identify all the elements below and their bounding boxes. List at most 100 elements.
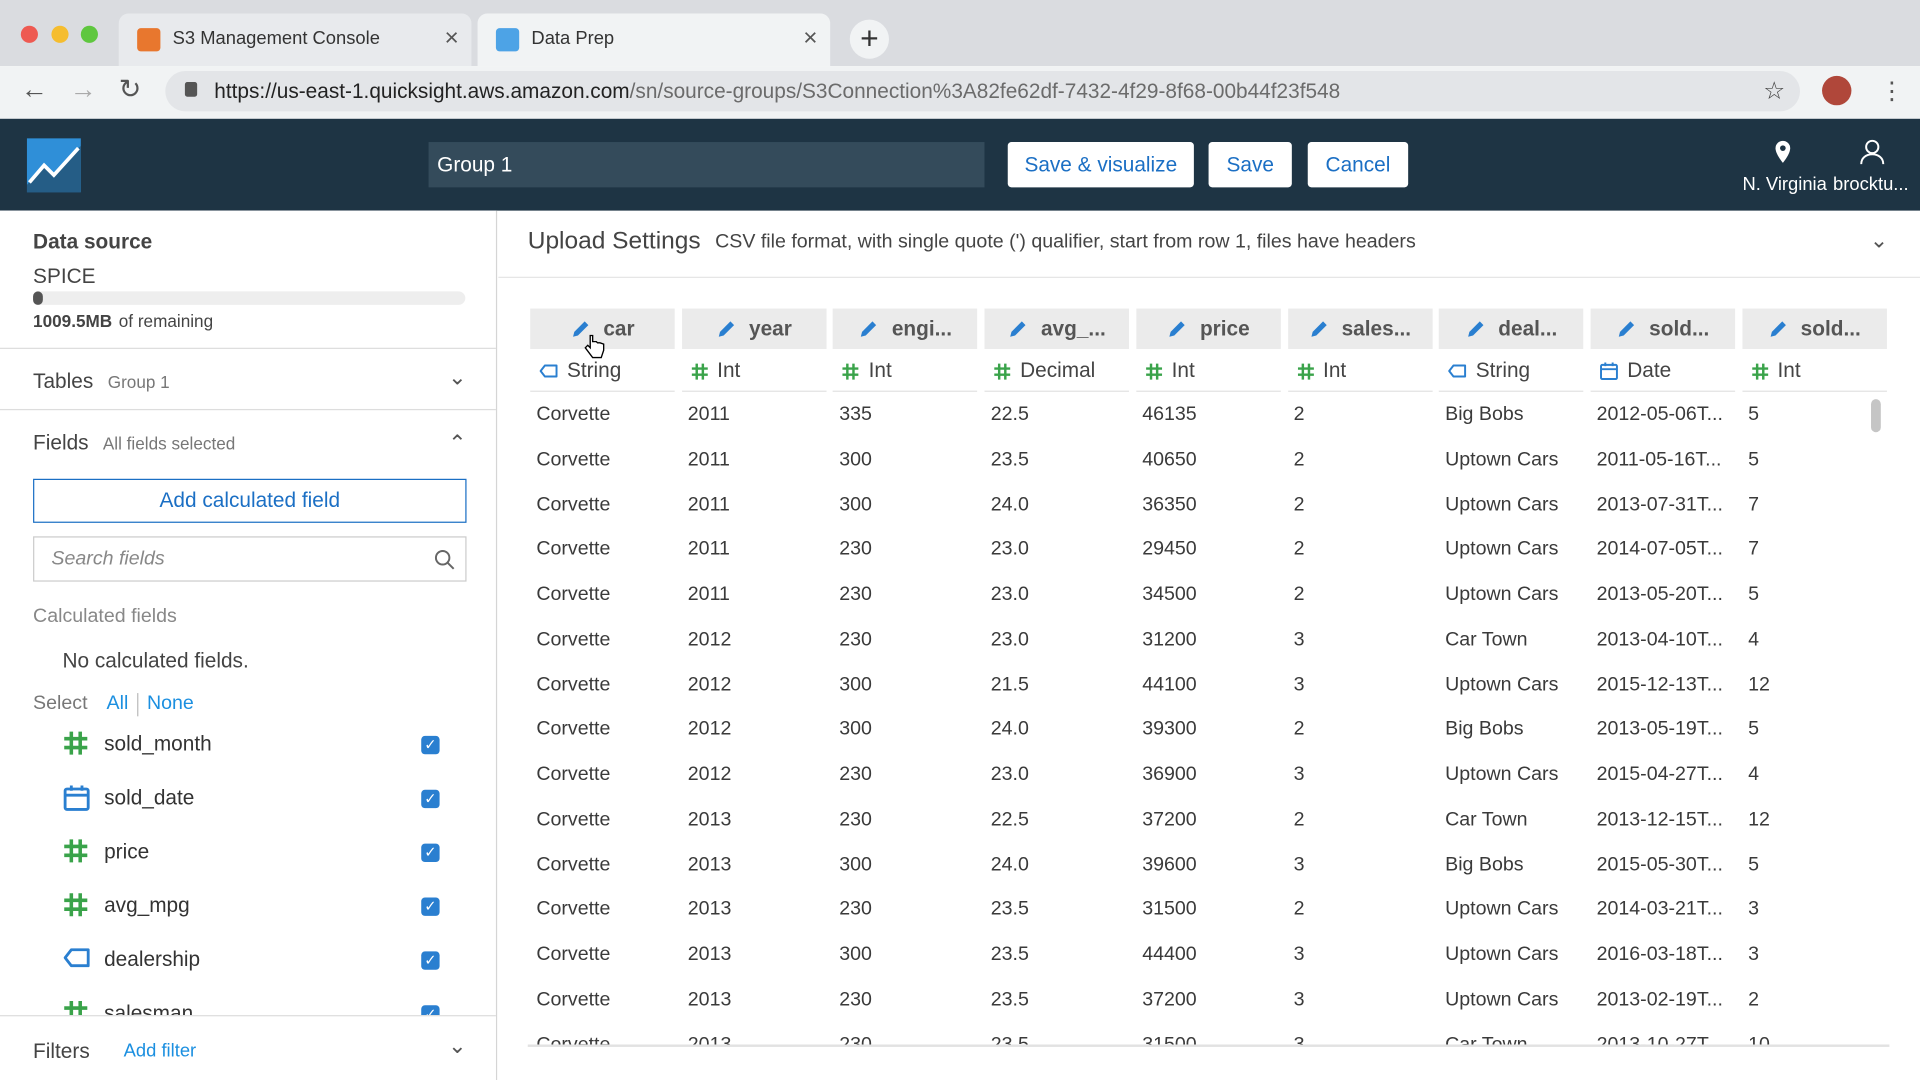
table-cell: Corvette xyxy=(536,854,611,875)
window-button[interactable] xyxy=(50,25,68,43)
table-cell: 2013 xyxy=(687,944,732,965)
edit-icon[interactable] xyxy=(1465,318,1486,339)
column-header[interactable]: sold... xyxy=(1741,308,1887,349)
edit-icon[interactable] xyxy=(1616,318,1637,339)
column-type[interactable]: Date xyxy=(1590,351,1735,392)
edit-icon[interactable] xyxy=(716,318,737,339)
table-cell: 40650 xyxy=(1142,449,1197,470)
edit-icon[interactable] xyxy=(859,318,880,339)
select-all-link[interactable]: All xyxy=(106,693,129,714)
app-logo[interactable] xyxy=(26,138,81,193)
column-header[interactable]: deal... xyxy=(1439,308,1584,349)
browser-tab[interactable]: S3 Management Console × xyxy=(118,13,472,67)
select-none-link[interactable]: None xyxy=(146,693,194,714)
user-icon[interactable] xyxy=(1859,138,1886,171)
table-cell: 230 xyxy=(839,539,872,560)
header-button[interactable]: Save & visualize xyxy=(1007,142,1194,188)
table-cell: 2016-03-18T... xyxy=(1596,944,1723,965)
table-cell: 3 xyxy=(1293,674,1305,695)
nav-button[interactable]: → xyxy=(69,73,97,105)
profile-avatar[interactable] xyxy=(1822,75,1852,106)
table-cell: 5 xyxy=(1748,404,1759,425)
add-calculated-field-button[interactable]: Add calculated field xyxy=(33,478,467,523)
address-bar[interactable]: https://us-east-1.quicksight.aws.amazon.… xyxy=(165,71,1801,112)
field-checkbox[interactable]: ✓ xyxy=(421,897,440,916)
column-header[interactable]: engi... xyxy=(833,308,978,349)
add-filter-link[interactable]: Add filter xyxy=(123,1040,197,1062)
column-type[interactable]: Int xyxy=(681,351,827,392)
table-cell: 3 xyxy=(1748,944,1759,965)
type-name: Int xyxy=(1171,358,1195,383)
vertical-scrollbar[interactable] xyxy=(1871,399,1881,433)
data-table: car String year Int engi... Int avg_... Decimal… xyxy=(528,306,1890,1046)
search-fields-input[interactable]: Search fields xyxy=(33,536,467,582)
table-cell: Uptown Cars xyxy=(1445,449,1559,470)
browser-tab[interactable]: Data Prep × xyxy=(477,13,831,67)
edit-icon[interactable] xyxy=(570,318,591,339)
edit-icon[interactable] xyxy=(1008,318,1029,339)
header-button[interactable]: Save xyxy=(1208,142,1292,188)
field-name[interactable]: sold_date xyxy=(104,786,195,810)
column-header[interactable]: car xyxy=(530,308,675,349)
new-tab-button[interactable]: + xyxy=(849,19,889,59)
tab-close[interactable]: × xyxy=(444,24,459,52)
field-name[interactable]: price xyxy=(104,840,150,864)
edit-icon[interactable] xyxy=(1768,318,1789,339)
region-label[interactable]: N. Virginia xyxy=(1742,173,1827,195)
column-type[interactable]: Int xyxy=(1136,351,1281,392)
collapse-chevron[interactable]: ⌃ xyxy=(448,431,467,456)
field-checkbox[interactable]: ✓ xyxy=(421,735,440,755)
table-cell: 5 xyxy=(1748,854,1759,875)
divider xyxy=(0,408,496,411)
type-name: Int xyxy=(1777,358,1801,383)
column-type[interactable]: Int xyxy=(833,351,978,392)
column-header[interactable]: sales... xyxy=(1287,308,1433,349)
column-type[interactable]: Int xyxy=(1741,351,1887,392)
nav-button[interactable]: ↻ xyxy=(118,73,142,105)
column-header[interactable]: year xyxy=(681,308,827,349)
pencil-icon xyxy=(718,321,734,337)
field-checkbox[interactable]: ✓ xyxy=(421,789,440,809)
bookmark-star[interactable]: ☆ xyxy=(1763,78,1786,106)
search-icon[interactable] xyxy=(433,549,455,577)
field-checkbox[interactable]: ✓ xyxy=(421,951,440,970)
window-button[interactable] xyxy=(20,25,38,43)
type-icon xyxy=(993,362,1011,380)
pencil-glyph xyxy=(1010,321,1026,337)
expand-chevron[interactable]: ⌄ xyxy=(448,364,467,390)
column-type[interactable]: String xyxy=(1439,351,1584,392)
dataset-name-input[interactable]: Group 1 xyxy=(428,142,985,188)
column-header[interactable]: avg_... xyxy=(984,308,1130,349)
user-label[interactable]: brocktu... xyxy=(1833,173,1909,195)
field-checkbox[interactable]: ✓ xyxy=(421,843,440,863)
tab-favicon xyxy=(137,28,161,52)
field-name[interactable]: dealership xyxy=(104,947,201,972)
edit-icon[interactable] xyxy=(1309,318,1330,339)
field-name[interactable]: avg_mpg xyxy=(104,893,190,918)
column-type[interactable]: String xyxy=(530,351,675,392)
nav-button[interactable]: ← xyxy=(20,73,48,105)
header-button[interactable]: Cancel xyxy=(1307,142,1409,188)
table-cell: 2015-12-13T... xyxy=(1596,674,1723,695)
upload-settings-toggle[interactable]: ⌄ xyxy=(1869,227,1889,253)
string-icon xyxy=(539,364,558,378)
table-cell: Corvette xyxy=(536,584,611,605)
table-cell: Corvette xyxy=(536,764,611,785)
region-icon[interactable] xyxy=(1774,140,1791,171)
column-type[interactable]: Decimal xyxy=(984,351,1130,392)
type-icon xyxy=(1145,362,1163,380)
table-cell: 2013-05-20T... xyxy=(1596,584,1723,605)
column-header[interactable]: sold... xyxy=(1590,308,1735,349)
table-cell: 2011 xyxy=(687,404,730,425)
table-cell: 23.0 xyxy=(990,629,1029,650)
field-name[interactable]: sold_month xyxy=(104,732,212,756)
menu-button[interactable]: ⋮ xyxy=(1879,78,1905,106)
expand-chevron[interactable]: ⌄ xyxy=(448,1033,467,1058)
edit-icon[interactable] xyxy=(1167,318,1188,339)
column-header[interactable]: price xyxy=(1136,308,1281,349)
column-type[interactable]: Int xyxy=(1287,351,1433,392)
tab-close[interactable]: × xyxy=(803,24,818,52)
number-glyph xyxy=(1145,363,1162,379)
window-button[interactable] xyxy=(80,25,98,43)
column-name: engi... xyxy=(891,316,952,340)
